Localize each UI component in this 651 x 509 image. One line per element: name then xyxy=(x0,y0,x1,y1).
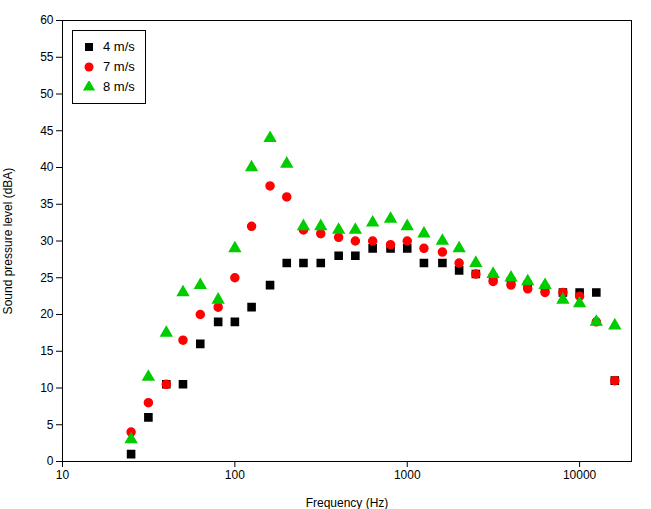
svg-text:35: 35 xyxy=(40,197,54,211)
svg-text:10000: 10000 xyxy=(563,468,597,482)
svg-text:5: 5 xyxy=(47,418,54,432)
svg-text:1000: 1000 xyxy=(394,468,421,482)
svg-text:45: 45 xyxy=(40,124,54,138)
svg-text:Sound pressure level (dBA): Sound pressure level (dBA) xyxy=(1,168,15,315)
html-text:4 m/s: 4 m/s xyxy=(103,39,135,54)
svg-text:50: 50 xyxy=(40,87,54,101)
html-text:8 m/s: 8 m/s xyxy=(103,79,135,94)
svg-text:Frequency (Hz): Frequency (Hz) xyxy=(306,496,389,509)
svg-text:40: 40 xyxy=(40,160,54,174)
svg-text:10: 10 xyxy=(40,381,54,395)
svg-text:60: 60 xyxy=(40,13,54,27)
svg-text:25: 25 xyxy=(40,271,54,285)
html-text:7 m/s: 7 m/s xyxy=(103,59,135,74)
svg-text:15: 15 xyxy=(40,344,54,358)
svg-text:0: 0 xyxy=(47,454,54,468)
svg-text:30: 30 xyxy=(40,234,54,248)
svg-text:100: 100 xyxy=(225,468,245,482)
svg-text:10: 10 xyxy=(56,468,70,482)
svg-text:20: 20 xyxy=(40,307,54,321)
svg-text:55: 55 xyxy=(40,50,54,64)
